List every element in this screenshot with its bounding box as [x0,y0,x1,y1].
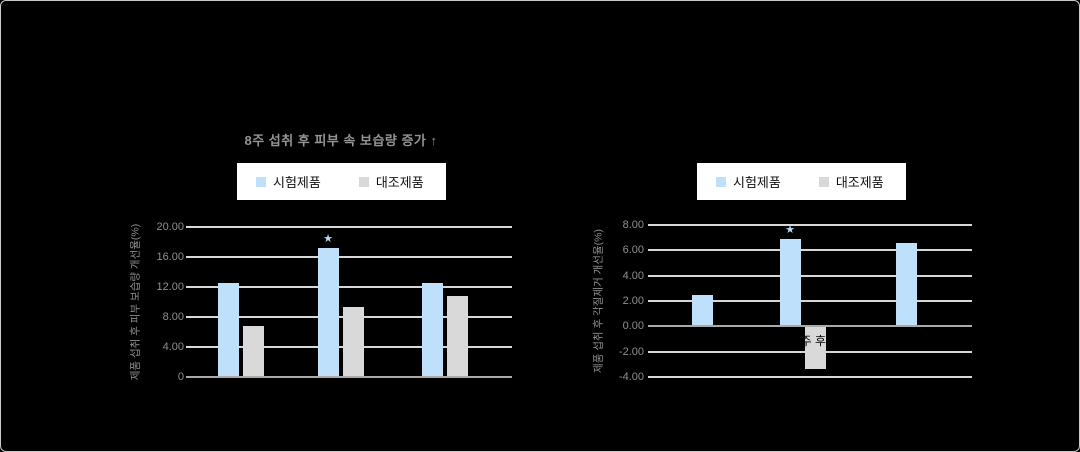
moisture-chart-legend: 시험제품 대조제품 [237,163,446,200]
moisture-chart-title: 8주 섭취 후 피부 속 보습량 증가 ↑ [244,133,438,148]
legend-label-control-product: 대조제품 [835,175,884,190]
keratin-y-tick-label: 0.00 [622,320,644,333]
legend-label-test-product: 시험제품 [733,175,781,190]
moisture-y-tick-label: 4.00 [162,341,184,353]
moisture-y-tick-label: 0 [177,371,184,383]
moisture-bar-test [421,282,443,377]
legend-item-test-product: 시험제품 [256,172,321,191]
keratin-chart-legend: 시험제품 대조제품 [697,163,906,200]
legend-label-control-product: 대조제품 [375,175,424,190]
keratin-gridline [648,274,972,277]
keratin-y-tick-label: 4.00 [622,269,644,282]
moisture-gridline [186,226,512,228]
keratin-gridline [648,376,972,378]
moisture-gridline [186,256,512,258]
legend-item-control-product: 대조제품 [358,172,424,191]
keratin-bar-control [804,326,826,370]
keratin-y-tick-label: 6.00 [622,244,644,257]
moisture-bar-test [218,282,239,377]
legend-label-test-product: 시험제품 [273,175,321,190]
moisture-significance-star: ★ [323,233,333,245]
keratin-y-tick-label: 8.00 [622,219,644,231]
keratin-gridline [648,224,972,226]
moisture-y-tick-label: 12.00 [156,281,184,293]
moisture-bar-test [317,248,339,377]
keratin-bar-test [691,294,713,327]
keratin-y-tick-label: -2.00 [618,345,644,358]
legend-item-control-product: 대조제품 [818,172,884,191]
control-product-swatch-icon [358,176,369,187]
keratin-bar-test [779,238,801,327]
keratin-y-tick-label: 2.00 [622,295,644,307]
moisture-gridline [186,286,512,288]
legend-item-test-product: 시험제품 [716,172,781,191]
moisture-y-tick-label: 20.00 [156,221,184,233]
keratin-bar-test [896,242,917,327]
keratin-gridline [648,300,972,302]
moisture-y-tick-label: 8.00 [162,311,184,323]
keratin-gridline [648,249,972,252]
control-product-swatch-icon [818,176,829,187]
moisture-bar-control [243,326,264,377]
keratin-y-tick-label: -4.00 [618,371,644,383]
moisture-y-axis-label: 제품 섭취 후 피부 보습량 개선율(%) [129,223,142,381]
moisture-zero-axis-line [186,376,512,378]
keratin-zero-axis-line [648,325,972,328]
test-product-swatch-icon [716,176,726,187]
keratin-significance-star: ★ [785,223,795,236]
moisture-bar-control [342,307,364,377]
moisture-y-tick-label: 16.00 [156,251,184,263]
moisture-bar-control [446,296,468,377]
test-product-swatch-icon [256,176,266,187]
keratin-category-label: 8주 후 [793,334,827,349]
